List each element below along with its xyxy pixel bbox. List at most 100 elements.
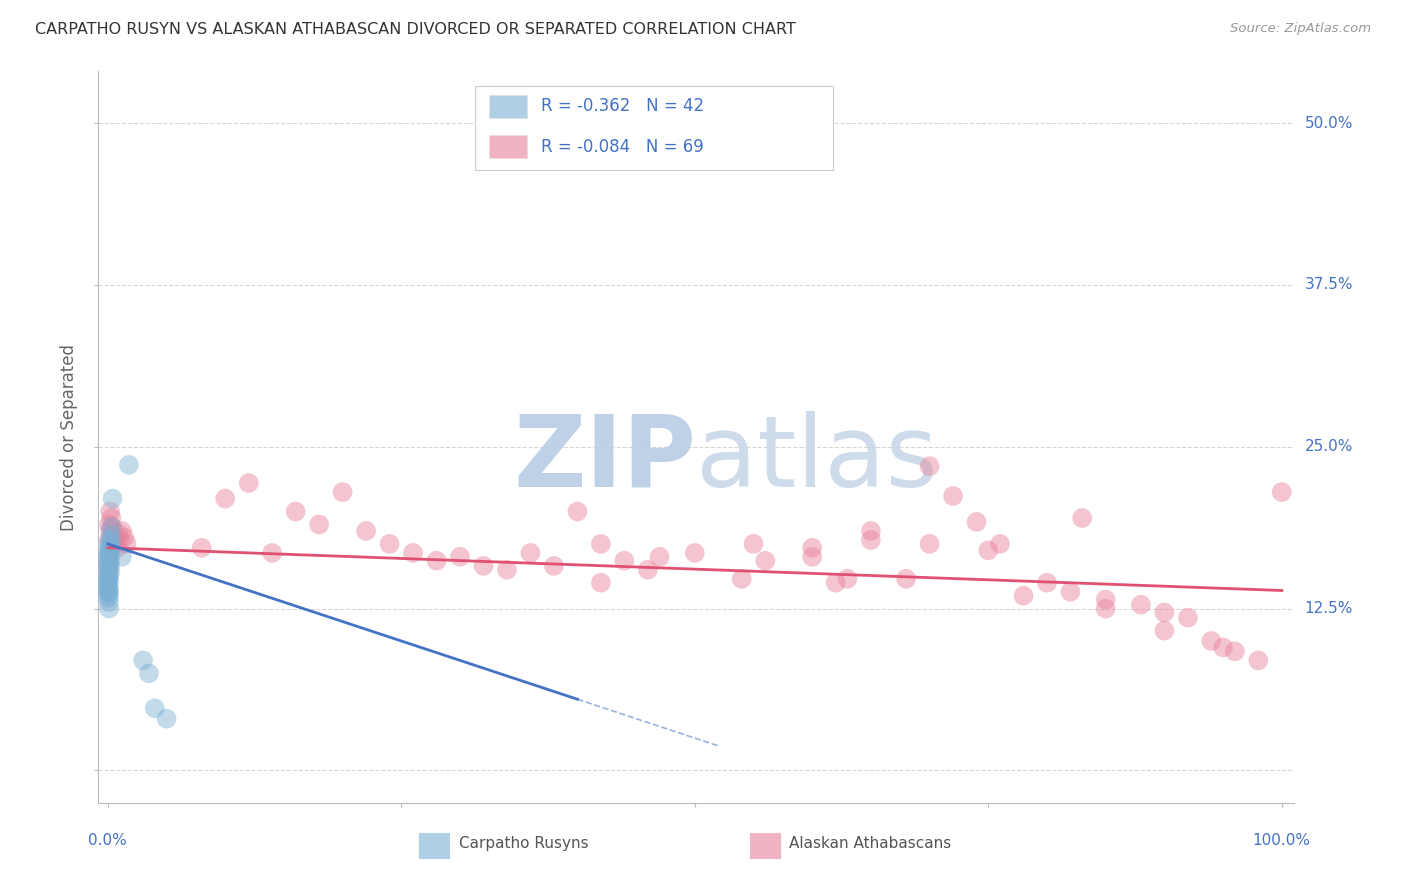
Point (138, 666, 160, 681)
Point (98, 595, 121, 609)
Point (214, 491, 236, 506)
Point (98, 584, 121, 599)
Point (98, 582, 121, 597)
Point (1271, 485, 1294, 500)
Point (966, 515, 988, 529)
Point (801, 549, 824, 564)
Point (519, 546, 541, 560)
Point (801, 541, 824, 555)
Point (190, 541, 212, 555)
Text: Alaskan Athabascans: Alaskan Athabascans (789, 836, 952, 851)
FancyBboxPatch shape (475, 86, 834, 170)
Point (97, 549, 120, 564)
Point (97, 558, 120, 573)
Point (98, 546, 121, 560)
Point (1059, 584, 1081, 599)
Point (98, 541, 121, 555)
Point (1247, 653, 1270, 667)
Point (97, 582, 120, 597)
Point (155, 712, 177, 726)
Point (111, 524, 134, 538)
Point (98, 549, 121, 564)
Point (988, 537, 1011, 551)
Point (567, 504, 589, 518)
Text: 50.0%: 50.0% (1305, 116, 1353, 130)
Point (354, 524, 377, 538)
Point (284, 504, 307, 518)
Point (105, 537, 128, 551)
Point (97, 563, 120, 577)
Point (742, 537, 765, 551)
Text: 37.5%: 37.5% (1305, 277, 1353, 293)
FancyBboxPatch shape (749, 833, 780, 859)
Point (894, 572, 917, 586)
Point (98, 569, 121, 583)
Point (731, 572, 754, 586)
Point (543, 558, 565, 573)
Point (98, 533, 121, 547)
Point (105, 541, 128, 555)
Point (977, 543, 1000, 558)
Point (98, 601, 121, 615)
Point (1012, 589, 1035, 603)
Y-axis label: Divorced or Separated: Divorced or Separated (60, 343, 79, 531)
Point (98, 552, 121, 566)
Point (1223, 644, 1246, 658)
Point (496, 563, 519, 577)
Point (472, 558, 495, 573)
Point (97, 572, 120, 586)
Point (98, 524, 121, 538)
Point (1212, 640, 1234, 655)
Point (98, 572, 121, 586)
Point (100, 533, 122, 547)
Point (1153, 624, 1175, 638)
Point (100, 528, 122, 542)
Point (613, 554, 636, 568)
Point (132, 653, 155, 667)
Point (308, 517, 330, 532)
Point (97, 577, 120, 591)
Point (118, 458, 141, 472)
Text: Carpatho Rusyns: Carpatho Rusyns (460, 836, 589, 851)
Point (98, 517, 121, 532)
Point (754, 554, 776, 568)
Point (98, 563, 121, 577)
Point (1201, 634, 1223, 648)
Point (112, 530, 135, 544)
FancyBboxPatch shape (489, 135, 527, 159)
Point (1177, 610, 1199, 624)
Text: 100.0%: 100.0% (1253, 833, 1310, 848)
Point (97, 591, 120, 606)
Point (97, 554, 120, 568)
Point (98, 575, 121, 590)
Point (108, 533, 131, 547)
Point (589, 575, 612, 590)
Point (262, 546, 284, 560)
Point (98, 558, 121, 573)
Point (238, 476, 260, 491)
Text: 12.5%: 12.5% (1305, 601, 1353, 616)
FancyBboxPatch shape (489, 95, 527, 118)
Point (332, 485, 354, 500)
Text: R = -0.084   N = 69: R = -0.084 N = 69 (541, 137, 703, 156)
Point (115, 537, 138, 551)
Point (449, 549, 471, 564)
Text: CARPATHO RUSYN VS ALASKAN ATHABASCAN DIVORCED OR SEPARATED CORRELATION CHART: CARPATHO RUSYN VS ALASKAN ATHABASCAN DIV… (35, 22, 796, 37)
Text: 0.0%: 0.0% (89, 833, 127, 848)
Point (98, 541, 121, 555)
Point (1036, 575, 1059, 590)
Point (859, 524, 882, 538)
Text: 25.0%: 25.0% (1305, 439, 1353, 454)
Point (100, 511, 122, 525)
Point (101, 520, 124, 534)
Point (1094, 592, 1116, 607)
Point (100, 540, 122, 554)
Point (402, 546, 425, 560)
Point (98, 557, 121, 571)
Point (918, 459, 941, 474)
Point (98, 543, 121, 558)
Point (683, 546, 706, 560)
Point (837, 572, 859, 586)
Point (107, 526, 129, 541)
Point (104, 533, 127, 547)
